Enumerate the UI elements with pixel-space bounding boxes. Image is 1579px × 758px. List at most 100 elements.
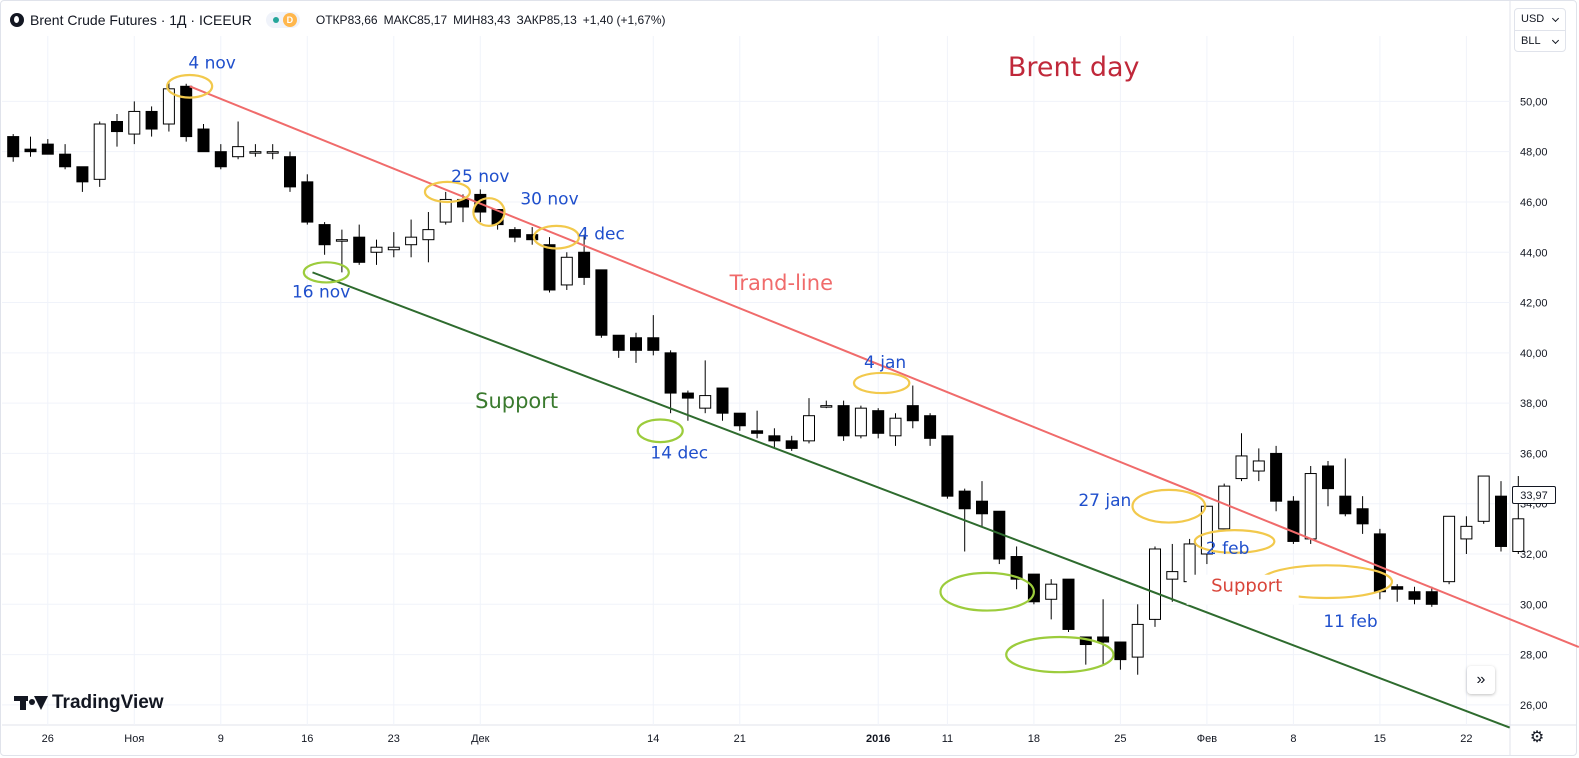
candle [924, 413, 937, 446]
date-annotation: 27 jan [1078, 491, 1131, 511]
candle [301, 174, 314, 225]
candle [197, 124, 210, 153]
candle [941, 435, 954, 499]
candle [1114, 641, 1127, 670]
market-open-dot-icon [272, 17, 279, 23]
candle [1304, 465, 1317, 544]
candle [439, 191, 452, 225]
candle [976, 481, 988, 527]
candle [93, 121, 106, 187]
trend-lines[interactable] [189, 85, 1579, 729]
price-axis[interactable]: 26,0028,0030,0032,0034,0036,0038,0040,00… [1520, 96, 1548, 712]
candle [7, 134, 20, 162]
candle [1495, 481, 1507, 552]
time-tick-label: 21 [734, 733, 746, 745]
candle [1010, 546, 1023, 590]
time-tick-label: 11 [942, 733, 953, 745]
tradingview-logo-icon [14, 694, 48, 712]
resistance-touch-circle [166, 73, 214, 99]
time-tick-label: 8 [1290, 733, 1296, 745]
time-tick-label: Фев [1197, 733, 1217, 745]
candle [889, 413, 902, 446]
price-tick-label: 46,00 [1520, 197, 1548, 209]
ohlc-low: МИН83,43 [453, 13, 511, 27]
candle [76, 166, 89, 192]
chart-settings-button[interactable]: ⚙ [1528, 729, 1546, 747]
trend-line[interactable] [189, 85, 1579, 648]
date-annotation: 4 nov [188, 54, 235, 74]
currency-select[interactable]: USD [1515, 9, 1565, 31]
candle [145, 106, 158, 137]
resistance-touch-circle [423, 180, 472, 204]
last-price-label: 33,97 [1512, 486, 1556, 504]
time-tick-label: 16 [301, 733, 313, 745]
ohlc-open: ОТКР83,66 [315, 13, 378, 27]
time-axis[interactable]: 26 Ноя 9 16 23 Дек 14 21 2016 11 18 25 Фев 8 15 22 [42, 733, 1473, 745]
candle [41, 139, 54, 155]
candle [803, 398, 815, 444]
date-annotation: 30 nov [520, 189, 578, 209]
candle [1443, 515, 1456, 585]
currency-unit-selector[interactable]: USD BLL [1514, 8, 1566, 52]
gear-icon: ⚙ [1529, 729, 1545, 746]
candle [1097, 599, 1110, 665]
candle [1425, 586, 1438, 607]
candle [543, 237, 556, 293]
candle [318, 222, 331, 255]
candle [906, 385, 919, 429]
symbol-title[interactable]: Brent Crude Futures · 1Д · ICEEUR [30, 12, 252, 28]
candle [232, 121, 245, 160]
price-tick-label: 32,00 [1520, 549, 1548, 561]
logo-text: TradingView [52, 692, 164, 713]
candle [24, 136, 37, 157]
candle [993, 510, 1006, 565]
date-annotation: 11 feb [1323, 612, 1377, 632]
candle [128, 101, 141, 145]
price-change: +1,40 (+1,67%) [582, 13, 666, 27]
candle [595, 269, 608, 338]
candle [1287, 496, 1300, 544]
candle [284, 151, 296, 192]
candle [872, 408, 885, 439]
candle [560, 252, 573, 290]
candle [820, 400, 833, 409]
candle [59, 144, 72, 170]
date-annotation: 2 feb [1206, 539, 1249, 559]
candle [508, 227, 521, 243]
candle [1408, 586, 1421, 605]
candle [1218, 483, 1231, 530]
resistance-touch-circle [852, 371, 911, 395]
line-label: Trand-line [729, 271, 833, 295]
candle [647, 315, 660, 356]
price-tick-label: 50,00 [1520, 96, 1548, 108]
line-label: Support [475, 389, 558, 413]
candles [7, 81, 1525, 675]
candle [180, 83, 193, 142]
price-tick-label: 48,00 [1520, 147, 1548, 159]
tradingview-logo[interactable]: TradingView [14, 692, 164, 714]
unit-select[interactable]: BLL [1515, 31, 1565, 52]
date-annotation: 25 nov [451, 167, 509, 187]
candle [1391, 584, 1404, 602]
time-tick-label: Дек [471, 733, 490, 745]
candle [249, 144, 262, 157]
support-touch-circle [636, 418, 684, 444]
market-status[interactable]: D [265, 12, 300, 28]
candle [854, 405, 867, 439]
support-line[interactable] [312, 271, 1511, 729]
price-tick-label: 44,00 [1520, 247, 1548, 259]
candle [768, 428, 781, 449]
scroll-to-realtime-button[interactable]: » [1467, 666, 1495, 694]
time-tick-label: 15 [1374, 733, 1386, 745]
chart-legend[interactable]: Brent Crude Futures · 1Д · ICEEUR D ОТКР… [10, 10, 666, 30]
ohlc-high: МАКС85,17 [383, 13, 448, 27]
oil-drop-icon [10, 13, 24, 27]
support-touch-circle [939, 571, 1035, 612]
support-touch-circle [1005, 635, 1115, 674]
time-tick-label: 2016 [866, 733, 890, 745]
highlight-circles [166, 73, 1394, 674]
